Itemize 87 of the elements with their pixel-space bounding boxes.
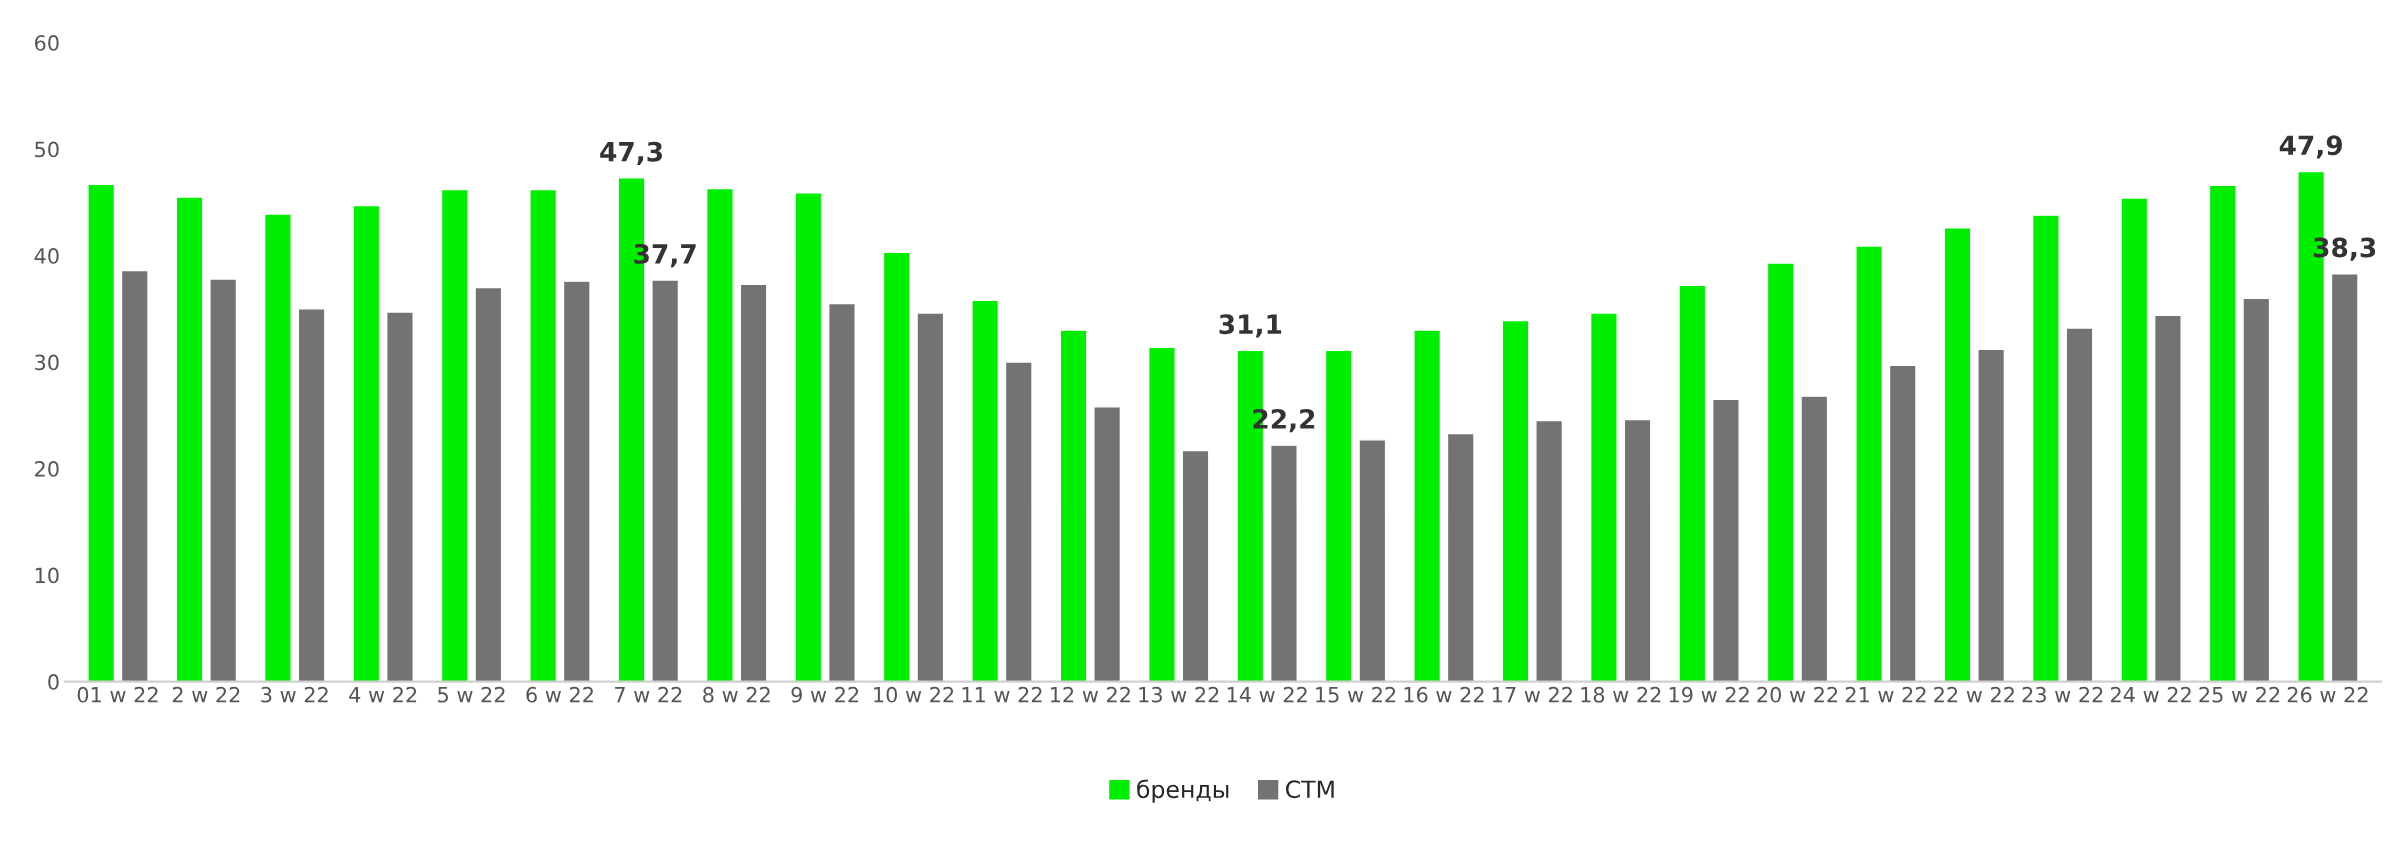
bar [827, 302, 856, 682]
x-tick-label: 3 w 22 [261, 686, 328, 703]
bar [971, 299, 1000, 682]
data-label: 47,3 [600, 141, 663, 165]
x-tick-label: 9 w 22 [791, 686, 859, 703]
bar [1147, 346, 1176, 682]
bar [87, 183, 116, 682]
x-tick-label: 15 w 22 [1316, 686, 1396, 703]
bar [1093, 406, 1122, 682]
bar [1324, 349, 1353, 682]
bar [474, 286, 503, 682]
x-tick-label: 13 w 22 [1139, 686, 1219, 703]
bar [1888, 364, 1917, 682]
x-tick-label: 19 w 22 [1669, 686, 1749, 703]
x-tick-label: 11 w 22 [962, 686, 1042, 703]
x-tick-label: 6 w 22 [526, 686, 593, 703]
bar [1004, 361, 1033, 682]
y-tick-label: 10 [35, 567, 59, 584]
bar [562, 280, 591, 682]
legend-label: СТМ [1286, 780, 1334, 799]
x-tick-label: 10 w 22 [874, 686, 954, 703]
y-tick-label: 40 [34, 248, 59, 264]
bar [1766, 262, 1795, 682]
x-tick-label: 16 w 22 [1404, 686, 1484, 703]
y-tick-label: 0 [48, 674, 59, 690]
bar [1855, 245, 1884, 682]
x-tick-label: 21 w 22 [1845, 686, 1926, 703]
bar [1446, 432, 1475, 682]
bar [2330, 273, 2359, 682]
y-tick-label: 30 [35, 354, 59, 371]
bar [1181, 449, 1210, 682]
x-tick-label: 01 w 22 [77, 686, 158, 703]
bar [2120, 197, 2149, 682]
legend-label: бренды [1137, 779, 1229, 803]
bar [1269, 444, 1298, 682]
x-tick-label: 5 w 22 [438, 686, 505, 703]
bar [1800, 395, 1829, 682]
bar [794, 192, 823, 682]
data-label: 31,1 [1219, 314, 1282, 338]
bar [2153, 314, 2182, 682]
bar [1678, 284, 1707, 682]
x-tick-label: 14 w 22 [1227, 686, 1307, 703]
bar [2031, 214, 2060, 682]
x-tick-label: 20 w 22 [1757, 686, 1838, 703]
x-tick-label: 18 w 22 [1581, 686, 1661, 703]
bar [120, 269, 149, 682]
bar [1059, 329, 1088, 682]
bar [706, 187, 734, 682]
x-tick-label: 2 w 22 [172, 686, 240, 703]
x-tick-label: 4 w 22 [349, 686, 417, 703]
bar [1977, 348, 2006, 682]
bar [882, 251, 911, 682]
bar [297, 308, 326, 682]
x-tick-label: 12 w 22 [1050, 686, 1130, 703]
data-label: 47,9 [2279, 135, 2342, 159]
bar [1589, 312, 1618, 682]
bar [2208, 184, 2237, 682]
bar [1501, 319, 1530, 682]
y-tick-label: 50 [35, 141, 59, 158]
x-tick-label: 24 w 22 [2110, 686, 2191, 703]
bar [1358, 439, 1387, 682]
x-tick-label: 23 w 22 [2022, 686, 2103, 703]
x-tick-label: 26 w 22 [2287, 686, 2368, 703]
bar [1623, 418, 1652, 682]
x-tick-label: 8 w 22 [703, 686, 770, 703]
bar [1711, 398, 1740, 682]
x-tick-label: 7 w 22 [615, 686, 682, 703]
bar [2065, 327, 2094, 682]
bar [651, 279, 680, 682]
bar [440, 188, 469, 682]
y-tick-label: 20 [35, 461, 59, 477]
bar [529, 188, 558, 682]
bar [2242, 297, 2271, 682]
bar [209, 278, 238, 682]
x-tick-label: 22 w 22 [1934, 686, 2014, 703]
bar [916, 312, 945, 682]
bar [386, 311, 414, 682]
bar [1413, 329, 1442, 682]
x-tick-label: 25 w 22 [2199, 686, 2280, 703]
bar [264, 213, 292, 682]
x-tick-label: 17 w 22 [1492, 686, 1572, 703]
y-tick-label: 60 [35, 35, 59, 51]
bar [1535, 419, 1564, 682]
bar [352, 204, 381, 682]
bar [739, 283, 768, 682]
bar [175, 196, 204, 682]
bar [1943, 227, 1972, 682]
